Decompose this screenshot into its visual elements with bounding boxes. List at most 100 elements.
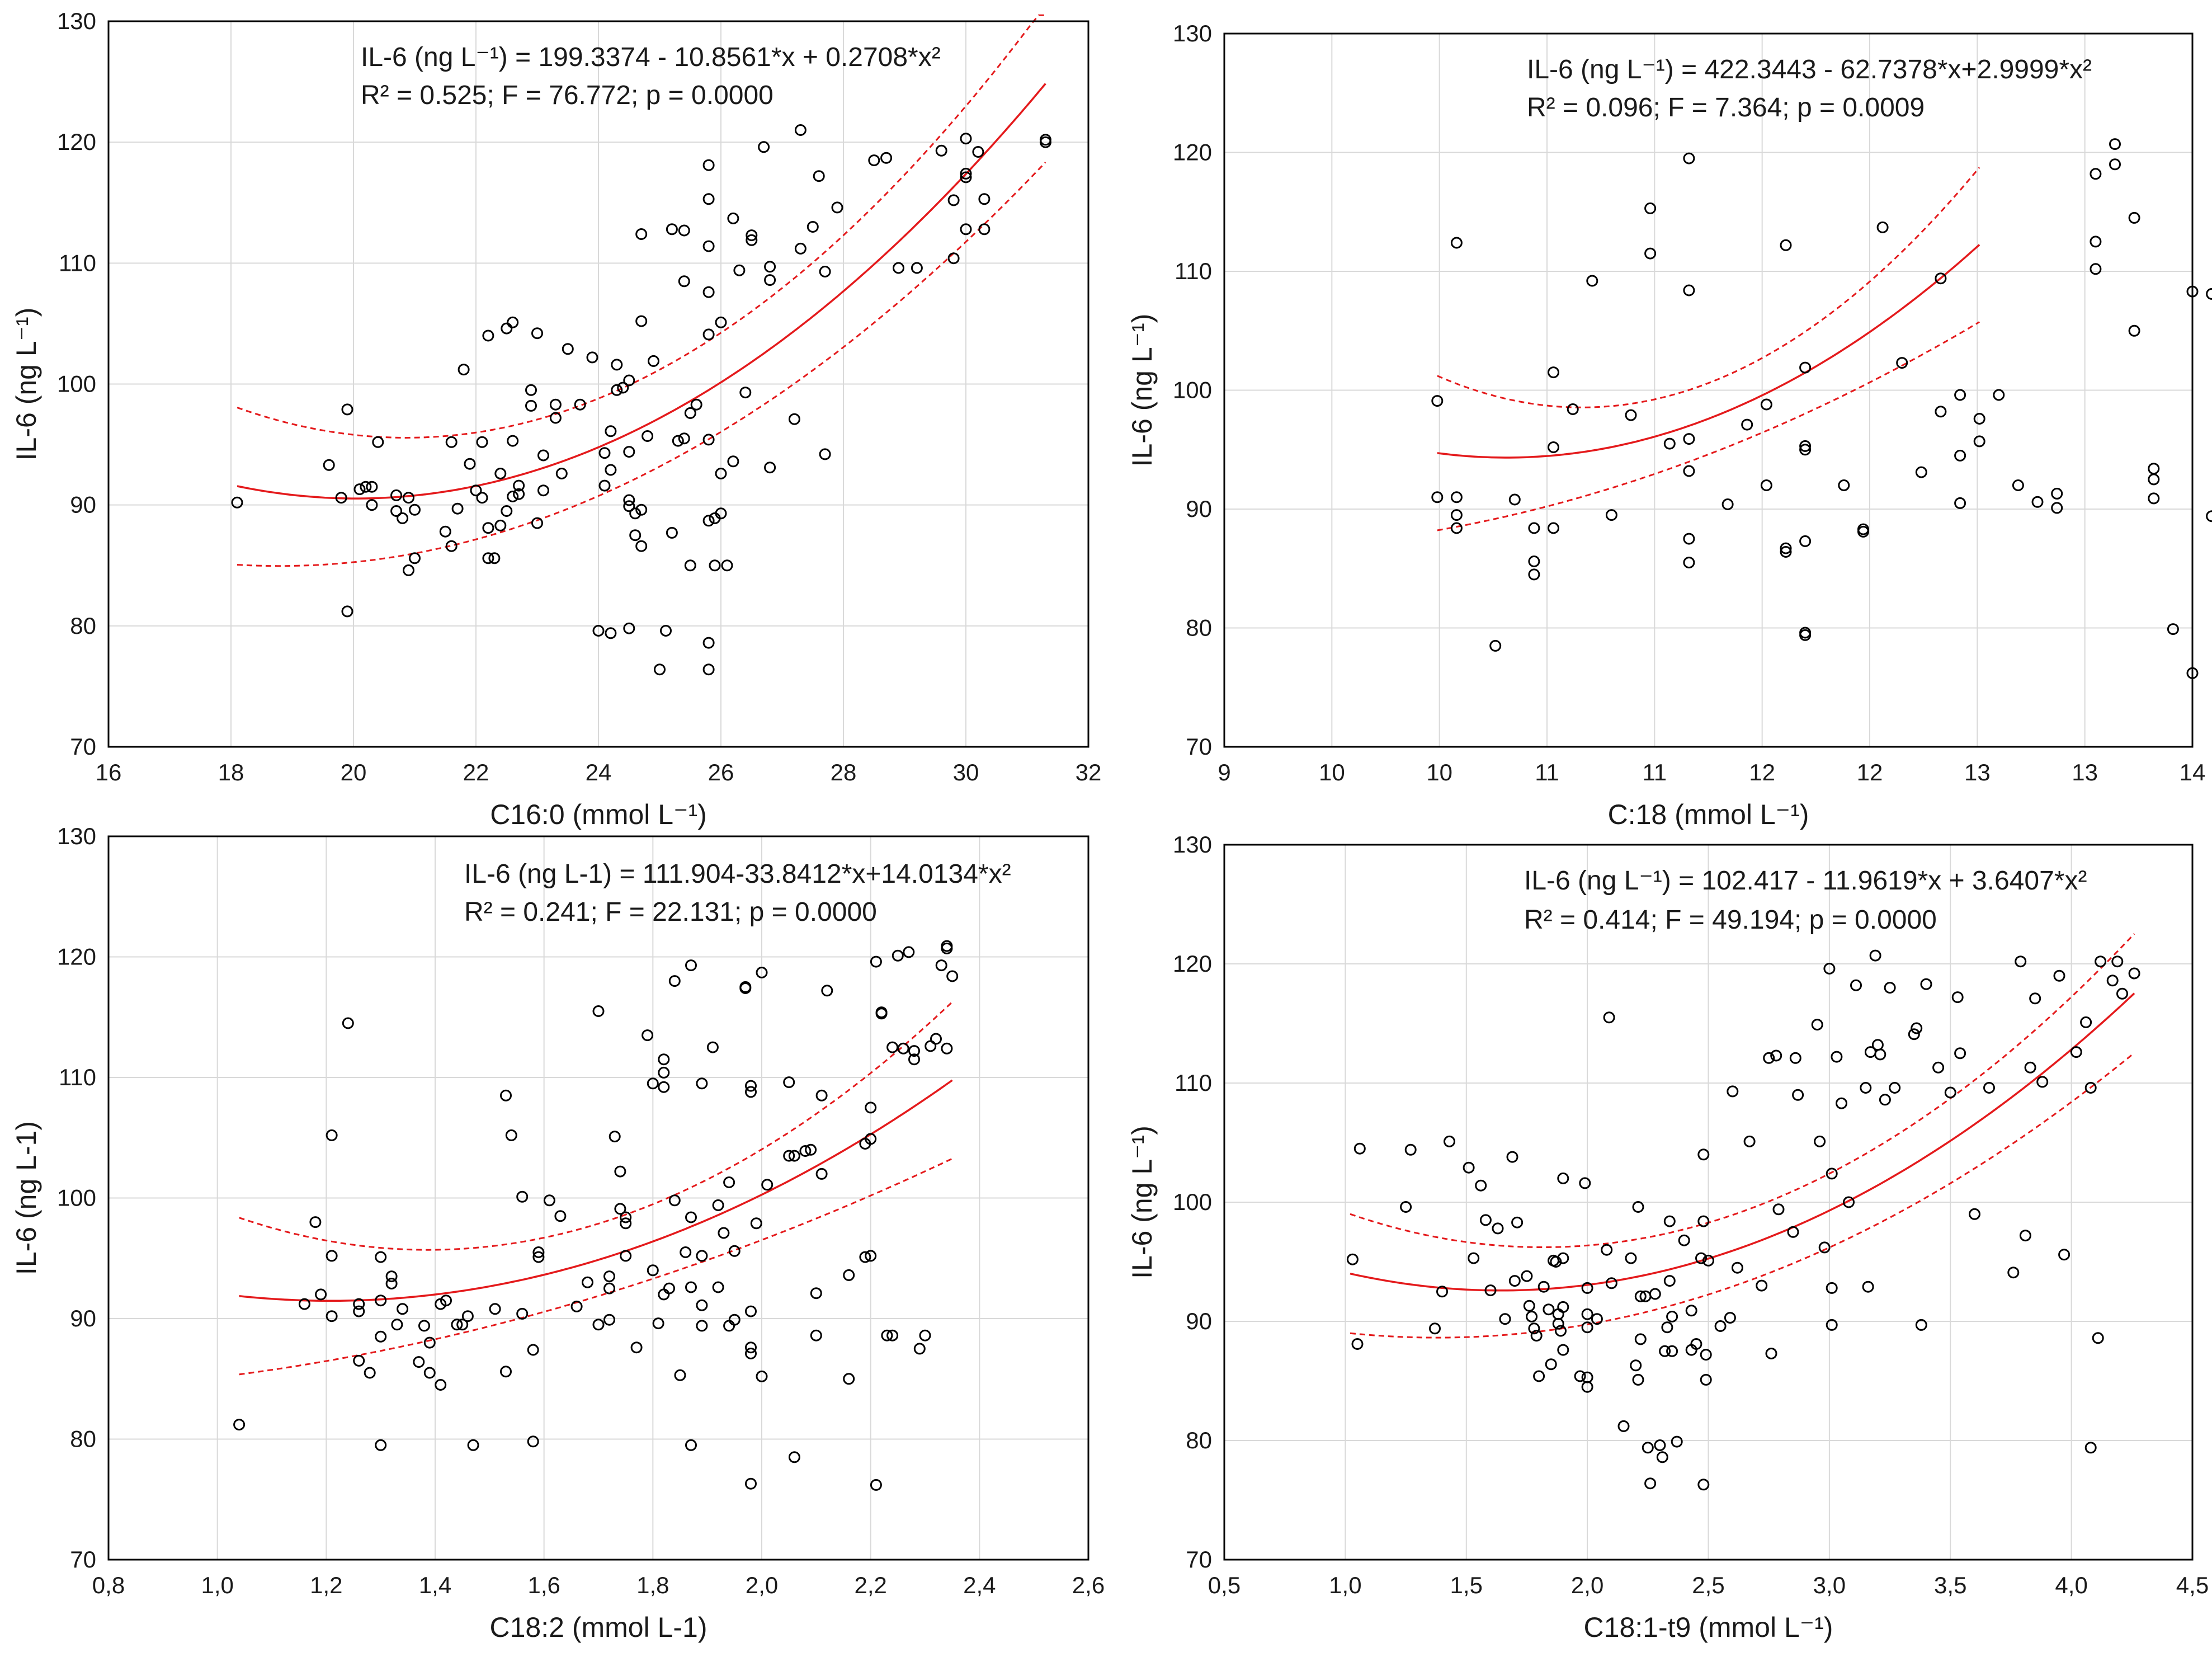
data-point bbox=[315, 1288, 327, 1301]
data-point bbox=[1951, 991, 1964, 1004]
data-point bbox=[788, 1451, 800, 1463]
data-point bbox=[642, 1029, 654, 1042]
data-point bbox=[2084, 1082, 2097, 1094]
data-point bbox=[1772, 1203, 1785, 1216]
panel-c18: 9 10 10 11 11 12 12 13 13 14 70 80 90 100 110 120 130 IL… bbox=[1126, 20, 2212, 830]
data-point bbox=[1826, 1168, 1838, 1180]
data-point bbox=[1722, 498, 1734, 510]
data-point bbox=[1634, 1290, 1647, 1302]
data-point bbox=[727, 455, 739, 468]
data-point bbox=[1874, 1048, 1886, 1061]
data-point bbox=[1555, 1325, 1567, 1337]
data-point bbox=[403, 564, 414, 576]
data-point bbox=[390, 505, 403, 517]
data-point bbox=[2095, 955, 2107, 968]
data-point bbox=[1663, 1275, 1676, 1287]
data-point bbox=[805, 1143, 817, 1156]
data-point bbox=[919, 1329, 931, 1341]
data-point bbox=[696, 1320, 708, 1332]
data-point bbox=[1683, 533, 1695, 545]
data-point bbox=[941, 940, 953, 952]
data-point bbox=[397, 1303, 409, 1315]
data-point bbox=[715, 507, 727, 520]
data-point bbox=[2148, 492, 2160, 505]
data-point bbox=[532, 1246, 545, 1258]
data-point bbox=[516, 1307, 529, 1320]
data-point bbox=[678, 275, 690, 288]
x-tick-label: 32 bbox=[1076, 759, 1102, 785]
data-point bbox=[875, 1006, 888, 1019]
data-point bbox=[908, 1045, 920, 1057]
y-tick-label: 120 bbox=[57, 129, 96, 155]
data-point bbox=[501, 505, 513, 517]
data-point bbox=[1581, 1321, 1593, 1334]
data-point bbox=[668, 975, 681, 987]
data-point bbox=[500, 1089, 512, 1101]
data-point bbox=[1993, 389, 2005, 401]
data-point bbox=[375, 1294, 387, 1307]
data-point bbox=[1944, 1086, 1956, 1099]
y-tick-label: 100 bbox=[57, 371, 96, 397]
x-tick-label: 3,5 bbox=[1934, 1572, 1966, 1598]
data-point bbox=[746, 229, 758, 242]
data-point bbox=[702, 286, 715, 298]
data-point bbox=[635, 315, 648, 327]
data-point bbox=[623, 622, 635, 634]
y-tick-label: 130 bbox=[1173, 831, 1212, 858]
data-point bbox=[527, 1435, 539, 1448]
data-point bbox=[1450, 522, 1463, 534]
x-tick-label: 1,0 bbox=[1329, 1572, 1361, 1598]
plot-frame bbox=[1223, 844, 2194, 1561]
data-point bbox=[1690, 1338, 1702, 1350]
y-tick-label: 100 bbox=[1173, 377, 1212, 403]
y-tick-label: 80 bbox=[70, 613, 96, 639]
data-point bbox=[666, 526, 678, 539]
data-point bbox=[815, 1089, 828, 1101]
regression-stats: R² = 0.096; F = 7.364; p = 0.0009 bbox=[1527, 93, 1925, 123]
data-point bbox=[231, 496, 243, 509]
data-point bbox=[1818, 1241, 1831, 1254]
data-point bbox=[690, 398, 702, 411]
data-point bbox=[605, 425, 617, 437]
y-tick-label: 90 bbox=[1186, 496, 1212, 522]
data-point bbox=[728, 1314, 741, 1326]
data-point bbox=[819, 448, 831, 460]
data-point bbox=[1724, 1312, 1736, 1324]
data-point bbox=[1632, 1201, 1644, 1213]
data-point bbox=[531, 517, 543, 529]
data-point bbox=[464, 458, 476, 470]
data-point bbox=[1530, 1330, 1543, 1342]
data-point bbox=[1463, 1161, 1475, 1174]
data-point bbox=[1876, 221, 1889, 233]
y-axis-title: IL-6 (ng L⁻¹) bbox=[1126, 1126, 1158, 1279]
data-point bbox=[409, 552, 421, 564]
data-points bbox=[1346, 949, 2140, 1491]
y-tick-label: 110 bbox=[1175, 1070, 1212, 1096]
data-point bbox=[2019, 1230, 2031, 1242]
data-point bbox=[1843, 1196, 1855, 1208]
x-tick-label: 0,5 bbox=[1208, 1572, 1241, 1598]
data-point bbox=[1511, 1216, 1524, 1228]
lower-confidence-band bbox=[239, 1157, 953, 1376]
x-axis-title: C:18 (mmol L⁻¹) bbox=[1608, 799, 1809, 830]
data-point bbox=[1537, 1281, 1550, 1293]
data-point bbox=[750, 1217, 762, 1230]
data-point bbox=[233, 1419, 246, 1431]
data-point bbox=[635, 503, 648, 516]
data-points bbox=[231, 124, 1051, 676]
data-point bbox=[935, 144, 947, 157]
data-point bbox=[341, 403, 353, 416]
data-point bbox=[1915, 1319, 1927, 1331]
data-point bbox=[911, 262, 923, 274]
x-tick-label: 28 bbox=[831, 759, 857, 785]
lower-confidence-band bbox=[1437, 321, 1980, 531]
lower-confidence-band bbox=[237, 161, 1046, 567]
data-point bbox=[1799, 627, 1812, 639]
data-point bbox=[1581, 1381, 1593, 1393]
y-tick-label: 90 bbox=[70, 1305, 96, 1331]
data-point bbox=[2206, 288, 2212, 300]
data-point bbox=[525, 384, 537, 396]
data-point bbox=[685, 959, 697, 972]
data-point bbox=[623, 374, 635, 387]
data-point bbox=[1351, 1338, 1364, 1350]
